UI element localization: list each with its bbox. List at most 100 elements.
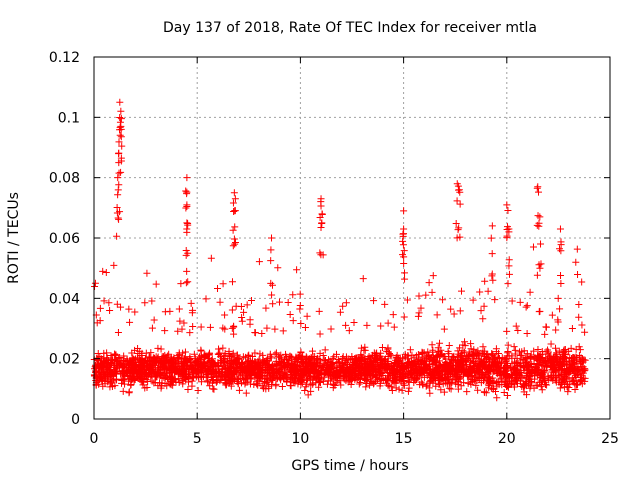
data-point: [115, 138, 123, 146]
data-point: [203, 371, 211, 379]
data-point: [536, 213, 544, 221]
data-point: [579, 356, 587, 364]
data-point: [332, 350, 340, 358]
data-point: [175, 363, 183, 371]
data-point: [266, 350, 274, 358]
data-point: [295, 377, 303, 385]
data-point: [553, 349, 561, 357]
data-point: [93, 319, 101, 327]
data-point: [534, 212, 542, 220]
data-point: [230, 330, 238, 338]
data-point: [514, 327, 522, 335]
data-point: [216, 298, 224, 306]
data-point: [440, 388, 448, 396]
data-point: [504, 206, 512, 214]
data-point: [111, 350, 119, 358]
data-point: [294, 353, 302, 361]
data-point: [169, 381, 177, 389]
data-point: [517, 351, 525, 359]
data-point: [542, 362, 550, 370]
data-point: [263, 324, 271, 332]
data-point: [298, 375, 306, 383]
data-point: [136, 374, 144, 382]
data-point: [269, 370, 277, 378]
data-point: [521, 364, 529, 372]
data-point: [374, 354, 382, 362]
data-point: [175, 355, 183, 363]
data-point: [327, 325, 335, 333]
data-point: [221, 311, 229, 319]
data-point: [507, 367, 515, 375]
data-point: [429, 376, 437, 384]
data-point: [400, 313, 408, 321]
data-point: [372, 373, 380, 381]
data-point: [552, 326, 560, 334]
data-point: [347, 380, 355, 388]
data-point: [417, 304, 425, 312]
data-point: [148, 324, 156, 332]
data-point: [154, 365, 162, 373]
data-point: [542, 323, 550, 331]
data-point: [297, 358, 305, 366]
data-point: [120, 352, 128, 360]
data-point: [454, 347, 462, 355]
data-point: [255, 372, 263, 380]
data-point: [418, 350, 426, 358]
data-point: [465, 372, 473, 380]
data-point: [269, 300, 277, 308]
data-point: [130, 356, 138, 364]
data-point: [471, 376, 479, 384]
data-point: [146, 353, 154, 361]
data-point: [114, 191, 122, 199]
data-point: [502, 357, 510, 365]
data-point: [538, 366, 546, 374]
data-point: [274, 360, 282, 368]
data-point: [293, 266, 301, 274]
data-point: [573, 245, 581, 253]
data-point: [452, 219, 460, 227]
data-point: [166, 369, 174, 377]
data-point: [336, 308, 344, 316]
data-point: [453, 366, 461, 374]
data-point: [445, 367, 453, 375]
data-point: [430, 367, 438, 375]
data-point: [315, 383, 323, 391]
data-point: [422, 291, 430, 299]
data-point: [572, 258, 580, 266]
data-point: [157, 384, 165, 392]
data-point: [157, 345, 165, 353]
data-point: [129, 355, 137, 363]
data-point: [447, 360, 455, 368]
data-point: [318, 219, 326, 227]
data-point: [414, 312, 422, 320]
data-point: [367, 358, 375, 366]
data-point: [141, 384, 149, 392]
data-point: [227, 353, 235, 361]
data-point: [551, 367, 559, 375]
data-point: [273, 369, 281, 377]
data-point: [495, 350, 503, 358]
data-point: [437, 386, 445, 394]
data-point: [529, 243, 537, 251]
data-point: [255, 371, 263, 379]
data-point: [567, 368, 575, 376]
data-point: [445, 341, 453, 349]
data-point: [354, 363, 362, 371]
data-point: [225, 347, 233, 355]
data-point: [437, 350, 445, 358]
data-point: [428, 288, 436, 296]
data-point: [522, 355, 530, 363]
data-point: [410, 370, 418, 378]
data-point: [168, 356, 176, 364]
data-point: [382, 361, 390, 369]
data-point: [152, 280, 160, 288]
data-point: [174, 352, 182, 360]
data-point: [113, 232, 121, 240]
data-point: [463, 388, 471, 396]
x-tick-labels: 0 5 10 15 20 25: [90, 431, 619, 447]
data-point: [240, 308, 248, 316]
data-point: [96, 369, 104, 377]
data-point: [398, 386, 406, 394]
data-point: [308, 347, 316, 355]
data-point: [510, 381, 518, 389]
